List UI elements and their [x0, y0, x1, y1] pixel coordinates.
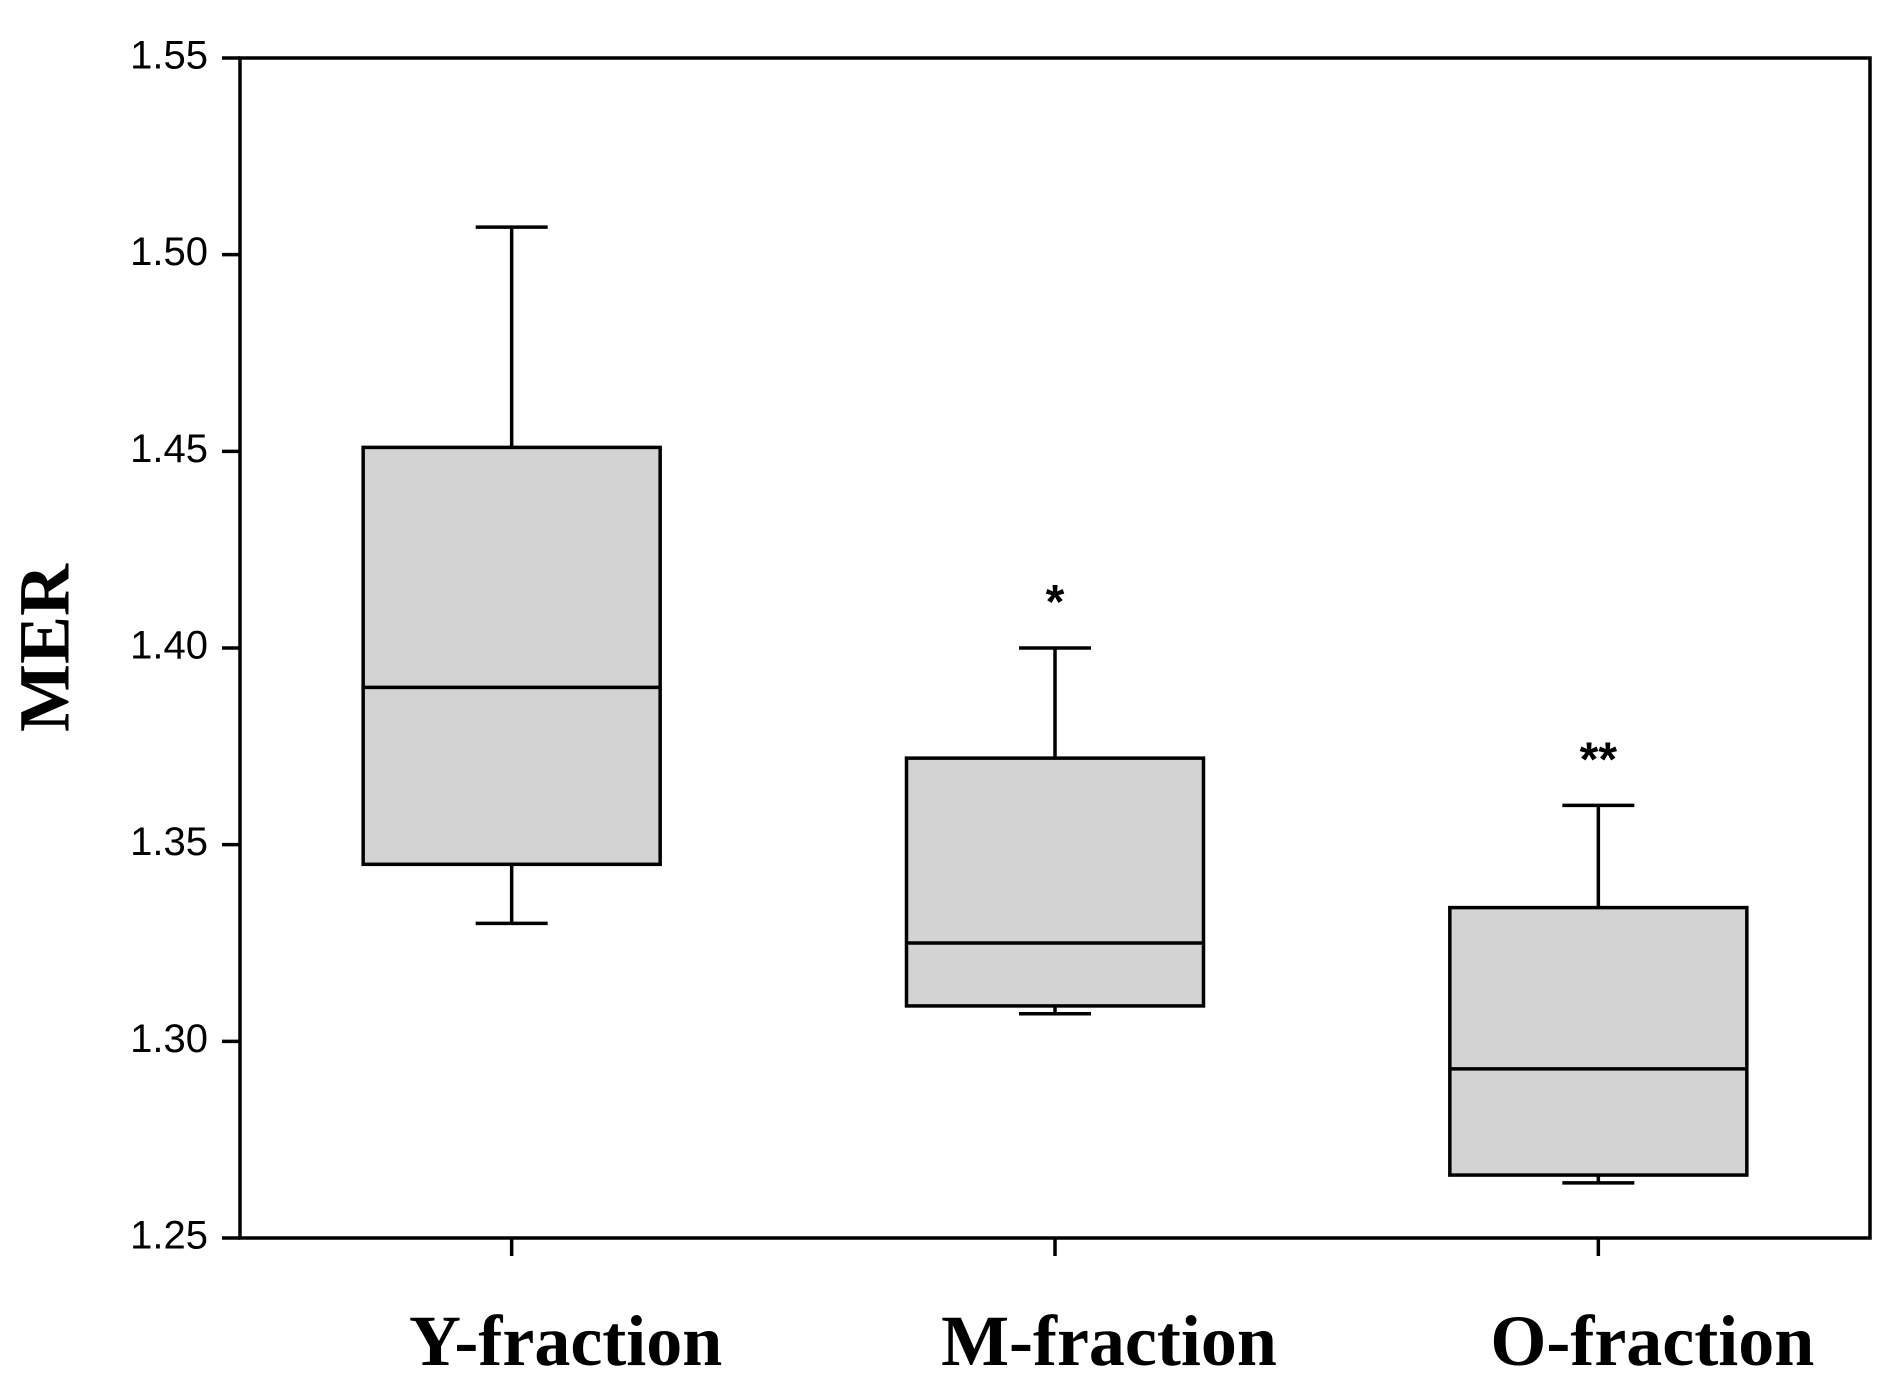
x-category-label: Y-fraction: [409, 1301, 722, 1381]
significance-marker: **: [1580, 733, 1618, 786]
y-tick-label: 1.30: [130, 1017, 208, 1061]
box-group: [361, 225, 662, 1256]
iqr-box: [1448, 905, 1749, 1177]
y-tick-label: 1.50: [130, 230, 208, 274]
y-tick-label: 1.45: [130, 427, 208, 471]
box-group: [1448, 803, 1749, 1256]
box-group: [904, 646, 1206, 1256]
y-tick-label: 1.55: [130, 34, 208, 78]
iqr-box: [904, 756, 1206, 1008]
significance-marker: *: [1046, 576, 1065, 629]
y-axis-title: MER: [5, 563, 85, 732]
x-category-label: O-fraction: [1490, 1301, 1814, 1381]
x-category-label: M-fraction: [941, 1301, 1277, 1381]
y-tick-label: 1.35: [130, 820, 208, 864]
boxes: [361, 225, 1749, 1256]
y-tick-label: 1.40: [130, 624, 208, 668]
y-tick-label: 1.25: [130, 1214, 208, 1258]
iqr-box: [361, 445, 662, 867]
labels: 1.25 1.30 1.35 1.40 1.45 1.50 1.55 MER Y-fractio…: [5, 34, 1815, 1381]
